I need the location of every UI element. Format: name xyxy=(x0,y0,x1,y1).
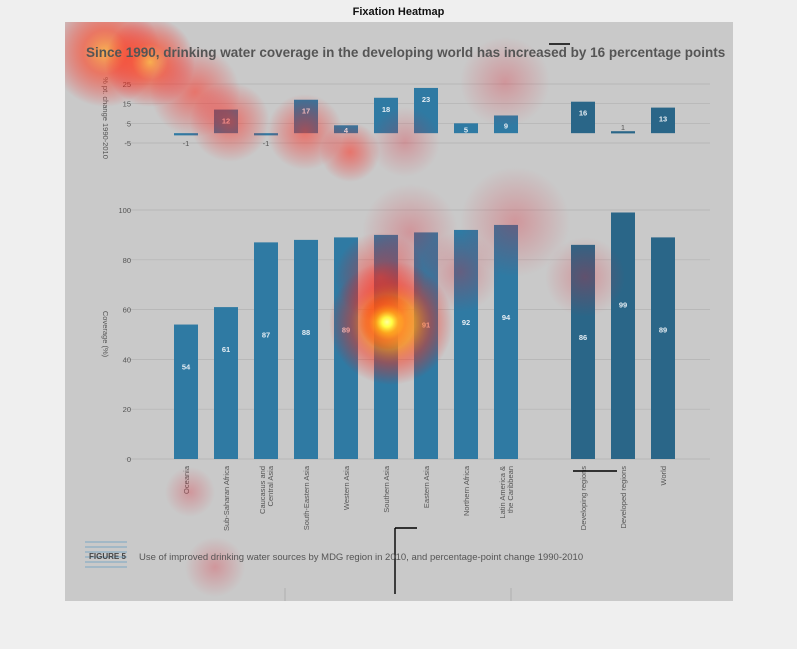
coverage-bar xyxy=(611,212,635,459)
coverage-value-label: 88 xyxy=(302,328,310,337)
coverage-value-label: 89 xyxy=(659,325,667,334)
change-bar xyxy=(651,107,675,134)
change-bar xyxy=(611,131,635,134)
fixation-blob xyxy=(320,122,380,182)
fixation-blob xyxy=(190,82,270,162)
figure-label: FIGURE 5 xyxy=(89,552,126,561)
coverage-value-label: 86 xyxy=(579,333,587,342)
fixation-blob xyxy=(545,237,625,317)
fixation-blob xyxy=(370,107,440,177)
coverage-value-label: 99 xyxy=(619,300,627,309)
top-y-tick-label: 5 xyxy=(127,119,131,128)
change-value-label: -1 xyxy=(263,139,270,148)
coverage-value-label: 61 xyxy=(222,345,230,354)
category-label: Sub-Saharan Africa xyxy=(222,465,231,531)
bottom-y-tick-label: 100 xyxy=(118,206,131,215)
chart-headline: Since 1990, drinking water coverage in t… xyxy=(86,45,726,60)
coverage-value-label: 94 xyxy=(502,313,511,322)
category-label: Caucasus andCentral Asia xyxy=(258,465,275,514)
top-y-axis-title: % pt. change 1990-2010 xyxy=(101,77,110,159)
top-y-tick-label: 15 xyxy=(123,100,131,109)
category-label: Developing regions xyxy=(579,466,588,530)
figure-caption: Use of improved drinking water sources b… xyxy=(139,552,584,563)
fixation-blob xyxy=(185,537,245,597)
bottom-y-tick-label: 80 xyxy=(123,256,131,265)
category-label: World xyxy=(659,466,668,485)
change-bar xyxy=(571,101,595,134)
fixation-blob xyxy=(420,232,500,312)
change-value-label: 5 xyxy=(464,125,468,134)
top-y-tick-label: -5 xyxy=(124,139,131,148)
coverage-bar xyxy=(294,239,318,459)
fixation-overlay xyxy=(65,22,625,597)
change-value-label: 23 xyxy=(422,95,430,104)
category-label: Developed regions xyxy=(619,466,628,529)
change-value-label: 13 xyxy=(659,115,667,124)
fixation-blob xyxy=(165,467,215,517)
change-value-label: 1 xyxy=(621,123,625,132)
change-value-label: -1 xyxy=(183,139,190,148)
category-label: Eastern Asia xyxy=(422,465,431,508)
category-label: Western Asia xyxy=(342,465,351,510)
category-label: Latin America &the Caribbean xyxy=(498,466,515,519)
bottom-y-tick-label: 20 xyxy=(123,405,131,414)
coverage-value-label: 54 xyxy=(182,363,191,372)
coverage-bar xyxy=(254,242,278,459)
bottom-y-tick-label: 0 xyxy=(127,455,131,464)
category-label: Southern Asia xyxy=(382,465,391,513)
bottom-y-tick-label: 60 xyxy=(123,306,131,315)
coverage-value-label: 92 xyxy=(462,318,470,327)
change-value-label: 18 xyxy=(382,105,390,114)
change-value-label: 16 xyxy=(579,109,587,118)
category-label: Northern Africa xyxy=(462,465,471,516)
window-title: Fixation Heatmap xyxy=(352,6,445,18)
bottom-y-axis-title: Coverage (%) xyxy=(101,311,110,358)
change-bar xyxy=(454,123,478,134)
category-label: South-Eastern Asia xyxy=(302,465,311,530)
coverage-value-label: 87 xyxy=(262,330,270,339)
bottom-y-tick-label: 40 xyxy=(123,355,131,364)
coverage-bar xyxy=(651,237,675,459)
coverage-bar xyxy=(214,307,238,459)
coverage-bar xyxy=(174,324,198,459)
fixation-blob xyxy=(460,37,550,127)
